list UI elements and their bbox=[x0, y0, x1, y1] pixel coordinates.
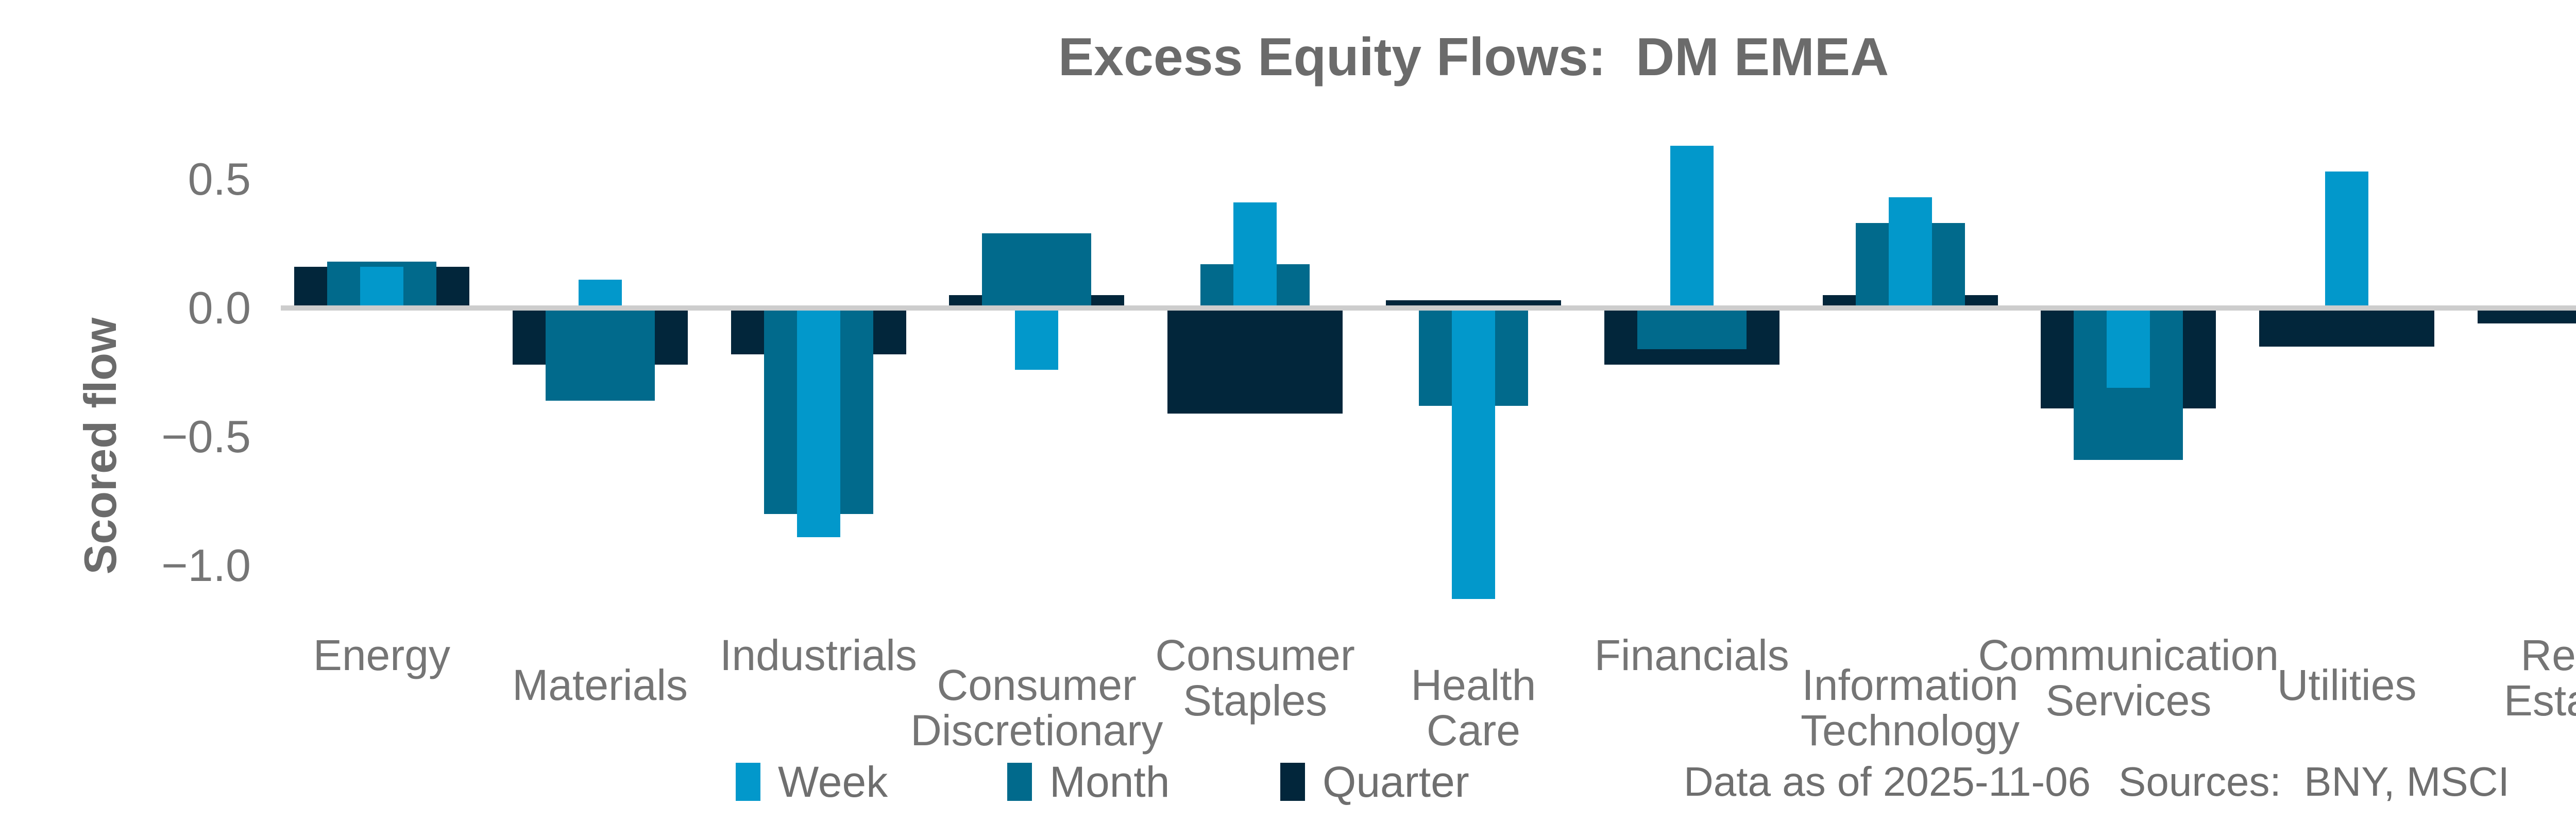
category-label-real-estate: Real Estate bbox=[2503, 631, 2576, 725]
data-as-of-note: Data as of 2025-11-06 bbox=[1684, 759, 2091, 804]
zero-baseline bbox=[281, 305, 2576, 311]
legend-label-month: Month bbox=[1049, 757, 1170, 806]
bar-week-communication-services bbox=[2107, 308, 2150, 388]
bar-week-industrials bbox=[796, 308, 840, 537]
legend-label-week: Week bbox=[778, 757, 888, 806]
y-tick-label: 0.0 bbox=[188, 282, 251, 333]
category-label-communication-services: Communication Services bbox=[1978, 631, 2279, 725]
bar-week-consumer-discretionary bbox=[1015, 308, 1059, 370]
category-label-information-technology: Information Technology bbox=[1801, 661, 2020, 755]
legend-item-month: Month bbox=[1007, 754, 1170, 810]
legend-label-quarter: Quarter bbox=[1323, 757, 1469, 806]
bar-week-consumer-staples bbox=[1233, 202, 1277, 308]
category-label-consumer-staples: Consumer Staples bbox=[1155, 631, 1355, 725]
category-label-materials: Materials bbox=[512, 661, 688, 709]
legend-swatch-quarter bbox=[1280, 763, 1305, 801]
bar-week-energy bbox=[360, 267, 403, 308]
bar-week-health-care bbox=[1451, 308, 1495, 599]
bar-week-utilities bbox=[2325, 172, 2369, 308]
category-label-industrials: Industrials bbox=[720, 631, 917, 679]
y-tick-label: −1.0 bbox=[161, 540, 251, 591]
bar-month-consumer-discretionary bbox=[982, 233, 1092, 308]
category-label-financials: Financials bbox=[1594, 631, 1789, 679]
bar-quarter-utilities bbox=[2259, 308, 2435, 347]
legend-item-quarter: Quarter bbox=[1280, 754, 1469, 810]
legend-swatch-week bbox=[736, 763, 760, 801]
bar-month-materials bbox=[545, 308, 655, 401]
y-tick-label: 0.5 bbox=[188, 153, 251, 204]
chart-title: Excess Equity Flows: DM EMEA bbox=[1058, 27, 1889, 87]
category-label-health-care: Health Care bbox=[1411, 661, 1536, 755]
y-tick-label: −0.5 bbox=[161, 411, 251, 462]
bar-quarter-real-estate bbox=[2477, 308, 2576, 323]
bar-week-information-technology bbox=[1888, 197, 1932, 308]
sources-note: Sources: BNY, MSCI bbox=[2119, 759, 2510, 804]
bar-quarter-consumer-staples bbox=[1167, 308, 1343, 414]
bar-week-financials bbox=[1670, 146, 1714, 308]
category-label-consumer-discretionary: Consumer Discretionary bbox=[910, 661, 1163, 755]
bar-month-financials bbox=[1637, 308, 1747, 349]
bar-week-materials bbox=[578, 280, 622, 308]
category-label-utilities: Utilities bbox=[2277, 661, 2417, 709]
legend-item-week: Week bbox=[736, 754, 888, 810]
category-label-energy: Energy bbox=[313, 631, 450, 679]
legend-swatch-month bbox=[1007, 763, 1032, 801]
